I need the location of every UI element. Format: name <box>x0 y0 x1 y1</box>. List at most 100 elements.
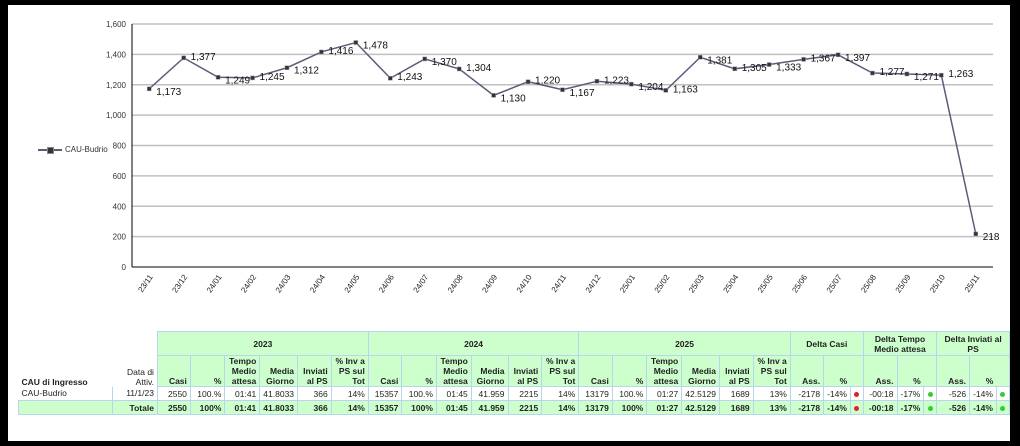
activation-date: 11/1/23 <box>112 386 158 401</box>
status-dot-icon <box>927 391 933 397</box>
cell-value: 01:45 <box>436 386 472 401</box>
cell-value: 100% <box>189 400 226 415</box>
sub-header: % <box>189 355 226 387</box>
data-label: 1,243 <box>397 72 422 83</box>
data-point <box>250 75 255 81</box>
sub-header: % Inv a PS sul Tot <box>330 355 369 387</box>
x-tick-label: 24/01 <box>205 273 224 295</box>
sub-header: Ass. <box>789 355 825 387</box>
delta-abs: -00:18 <box>863 386 898 401</box>
cell-value: 2215 <box>507 400 543 415</box>
data-label: 1,204 <box>638 82 663 93</box>
delta-abs: -2178 <box>790 386 825 401</box>
cell-value: 13% <box>753 386 791 401</box>
sub-header: Casi <box>578 355 613 387</box>
y-tick-label: 400 <box>113 202 127 211</box>
delta-pct: -14% <box>969 400 997 415</box>
x-tick-label: 24/04 <box>308 273 327 295</box>
cell-value: 01:41 <box>224 386 261 401</box>
delta-pct: -17% <box>896 400 925 415</box>
data-point <box>422 56 427 62</box>
group-header-2023: 2023 <box>156 331 369 356</box>
sub-header: Casi <box>367 355 403 387</box>
sub-header: Inviati al PS <box>718 355 754 387</box>
delta-abs: -526 <box>936 386 971 401</box>
status-dot-icon <box>1000 405 1006 411</box>
y-tick-label: 0 <box>122 263 127 272</box>
x-tick-label: 25/11 <box>963 273 982 295</box>
data-point <box>181 55 186 61</box>
data-point <box>525 79 531 84</box>
data-point <box>698 55 703 60</box>
group-header-2024: 2024 <box>367 331 580 356</box>
data-point <box>870 70 875 76</box>
data-point <box>284 65 290 70</box>
cell-value: 100.% <box>401 386 437 401</box>
cell-value: 100.% <box>190 386 226 401</box>
y-tick-label: 800 <box>113 142 127 151</box>
x-tick-label: 24/11 <box>550 273 569 295</box>
data-point <box>973 231 979 237</box>
sub-header: Tempo Medio attesa <box>224 355 261 387</box>
y-tick-label: 600 <box>113 172 127 181</box>
cell-value: 2550 <box>157 386 191 401</box>
cell-value: 1689 <box>718 400 754 415</box>
cell-value: 01:27 <box>646 386 683 401</box>
sub-header: Tempo Medio attesa <box>435 355 472 387</box>
data-label: 1,163 <box>673 84 698 95</box>
x-tick-label: 25/09 <box>894 273 913 295</box>
x-tick-label: 24/06 <box>377 273 396 295</box>
y-tick-label: 1,200 <box>106 81 127 90</box>
data-label: 1,173 <box>156 87 181 98</box>
col-header-date: Data di Attiv. <box>127 366 154 387</box>
delta-abs: -526 <box>936 400 971 415</box>
data-point <box>801 57 806 62</box>
delta-pct: -14% <box>823 386 851 401</box>
x-tick-label: 24/02 <box>239 273 258 295</box>
sub-header: Casi <box>156 355 191 387</box>
data-label: 1,271 <box>914 72 939 83</box>
data-label: 1,245 <box>260 72 285 83</box>
x-tick-label: 24/10 <box>515 273 534 295</box>
sub-header: % <box>823 355 864 387</box>
cell-value: 13179 <box>578 386 613 401</box>
data-point <box>560 87 565 93</box>
x-tick-label: 25/01 <box>618 273 637 295</box>
cell-value: 14% <box>330 400 369 415</box>
cell-value: 366 <box>297 400 332 415</box>
data-label: 1,381 <box>707 55 732 66</box>
data-label: 1,312 <box>294 66 319 77</box>
delta-pct: -17% <box>897 386 925 401</box>
summary-table: CAU di Ingresso Data di Attiv. 2023 2024 202… <box>17 331 1011 415</box>
status-dot-icon <box>854 405 860 411</box>
data-label: 1,220 <box>535 76 560 87</box>
cell-value: 14% <box>541 400 580 415</box>
sub-header: % <box>611 355 648 387</box>
delta-pct: -14% <box>969 386 997 401</box>
table-row: CAU-Budrio 11/1/23 2550 100.% 01:41 41.8033 36… <box>18 386 1011 401</box>
cell-value: 1689 <box>719 386 754 401</box>
data-point <box>353 40 359 45</box>
sub-header: % <box>401 355 437 387</box>
x-tick-label: 23/11 <box>136 273 155 295</box>
x-tick-label: 24/08 <box>446 273 465 295</box>
data-label: 1,377 <box>191 52 216 63</box>
cell-value: 41.8033 <box>259 400 299 415</box>
cell-value: 14% <box>331 386 369 401</box>
data-label: 1,333 <box>776 63 801 74</box>
data-point <box>456 66 462 72</box>
data-label: 1,305 <box>742 63 767 74</box>
cell-value: 15357 <box>367 400 403 415</box>
cell-value: 100% <box>611 400 648 415</box>
data-point <box>835 52 841 58</box>
data-label: 218 <box>983 232 1000 243</box>
report-panel: 0 200 400 600 800 1,000 1,200 1,400 1,600 23/11 23… <box>8 5 1011 441</box>
cell-value: 14% <box>541 386 580 401</box>
x-tick-label: 25/02 <box>653 273 672 295</box>
delta-header: Delta Casi <box>789 331 864 356</box>
delta-header: Delta Tempo Medio attesa <box>862 331 938 356</box>
cell-value: 13179 <box>578 400 613 415</box>
activation-date: Totale <box>112 400 158 415</box>
sub-header: % <box>896 355 938 387</box>
cell-value: 42.5129 <box>681 400 720 415</box>
